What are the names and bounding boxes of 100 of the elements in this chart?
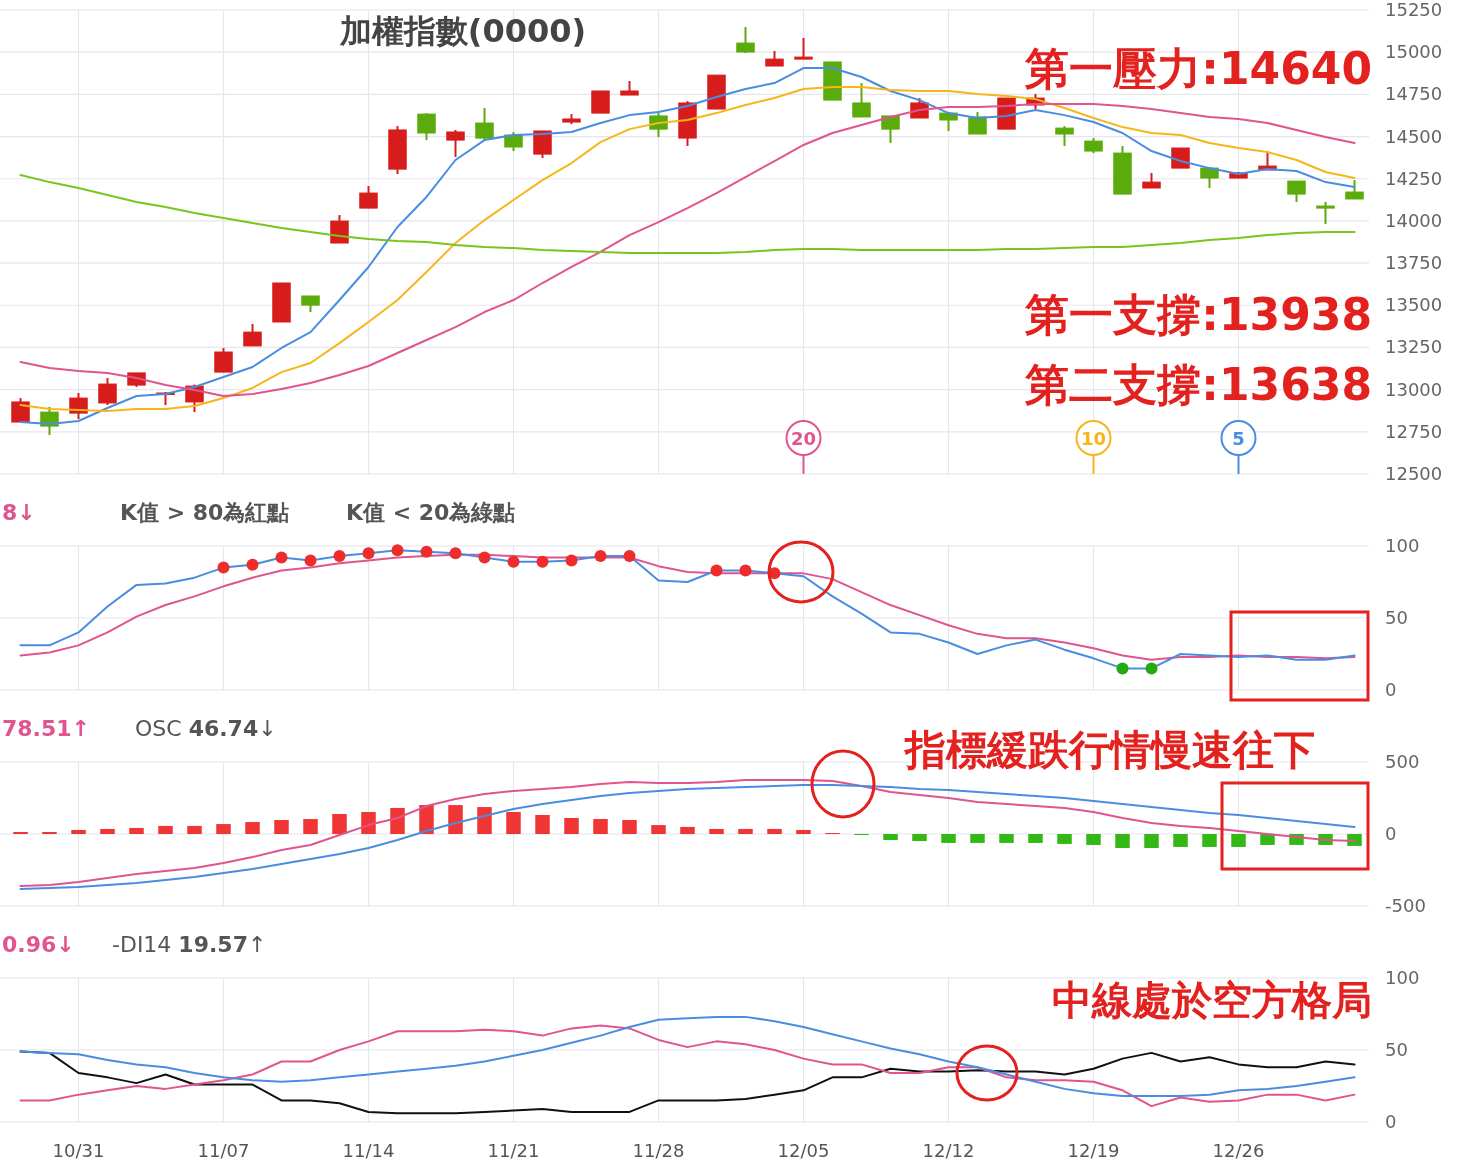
x-tick-label: 11/21 <box>487 1140 540 1160</box>
bar <box>1231 834 1246 847</box>
annotation: 第一支撐:13938 <box>1024 289 1372 340</box>
bar <box>1028 834 1043 843</box>
bar <box>42 831 57 834</box>
text: -DI14 19.57↑ <box>112 932 267 957</box>
bar <box>477 807 492 834</box>
y-tick-label: 13500 <box>1385 294 1443 316</box>
bar <box>999 834 1014 843</box>
chart-title: 加權指數(0000) <box>338 12 587 50</box>
bar <box>912 834 927 842</box>
bar <box>970 834 985 843</box>
annotation: 指標緩跌行情慢速往下 <box>903 726 1315 774</box>
y-tick-label: 13750 <box>1385 252 1443 274</box>
bar <box>593 819 608 834</box>
bar <box>303 819 318 834</box>
annotation: 中線處於空方格局 <box>1052 977 1372 1023</box>
y-tick-label: -500 <box>1385 895 1426 916</box>
bar <box>564 818 579 834</box>
bar <box>506 811 521 834</box>
y-tick-label: 50 <box>1385 607 1408 628</box>
bar <box>738 828 753 834</box>
text: K值 > 80為紅點 <box>120 500 290 525</box>
y-tick-label: 13250 <box>1385 336 1443 358</box>
y-tick-label: 15000 <box>1385 41 1443 63</box>
point <box>420 545 433 558</box>
y-tick-label: 500 <box>1385 751 1420 772</box>
y-tick-label: 14750 <box>1385 83 1443 105</box>
bar <box>1260 834 1275 845</box>
annotation: 第一壓力:14640 <box>1024 43 1372 94</box>
bar <box>129 827 144 834</box>
annotation: 第二支撐:13638 <box>1024 359 1372 410</box>
x-tick-label: 10/31 <box>52 1140 105 1160</box>
point <box>710 564 723 577</box>
bar <box>332 813 347 834</box>
x-tick-label: 12/12 <box>922 1140 975 1160</box>
y-tick-label: 12750 <box>1385 420 1443 442</box>
x-tick-label: 12/26 <box>1212 1140 1265 1160</box>
line-series <box>19 1024 1356 1108</box>
bar <box>274 820 289 834</box>
y-tick-label: 13000 <box>1385 378 1443 400</box>
point <box>739 564 752 577</box>
bar <box>187 825 202 834</box>
bar <box>767 828 782 834</box>
bar <box>158 825 173 834</box>
x-tick-label: 11/07 <box>197 1140 250 1160</box>
point <box>594 550 607 563</box>
y-tick-label: 14000 <box>1385 209 1443 231</box>
bar <box>622 820 637 834</box>
point <box>246 558 259 571</box>
y-tick-label: 100 <box>1385 535 1420 556</box>
bar <box>361 811 376 834</box>
x-tick-label: 12/05 <box>777 1140 830 1160</box>
point <box>391 544 404 557</box>
bar <box>1173 834 1188 847</box>
bar <box>535 814 550 834</box>
y-tick-label: 0 <box>1385 823 1397 844</box>
text: 78.51↑ <box>2 716 91 741</box>
x-tick-label: 11/28 <box>632 1140 685 1160</box>
bar <box>390 807 405 834</box>
point <box>623 550 636 563</box>
point <box>333 550 346 563</box>
y-tick-label: 0 <box>1385 1111 1397 1132</box>
y-tick-label: 100 <box>1385 967 1420 988</box>
y-tick-label: 50 <box>1385 1039 1408 1060</box>
point <box>507 555 520 568</box>
y-tick-label: 14250 <box>1385 167 1443 189</box>
point <box>304 554 317 567</box>
y-tick-label: 15250 <box>1385 0 1443 20</box>
bar <box>680 826 695 834</box>
text: K值 < 20為綠點 <box>346 500 516 525</box>
bar <box>448 805 463 834</box>
y-tick-label: 12500 <box>1385 463 1443 484</box>
point <box>217 561 230 574</box>
point <box>1116 662 1129 675</box>
point <box>362 547 375 560</box>
bar <box>100 828 115 834</box>
bar <box>796 829 811 834</box>
point <box>275 551 288 564</box>
bar <box>709 828 724 834</box>
point <box>565 554 578 567</box>
bar <box>1086 834 1101 845</box>
text: OSC 46.74↓ <box>135 716 277 741</box>
bar <box>941 834 956 843</box>
point <box>1145 662 1158 675</box>
bar <box>883 834 898 841</box>
bar <box>245 822 260 834</box>
point <box>536 555 549 568</box>
bar <box>216 824 231 834</box>
x-tick-label: 11/14 <box>342 1140 395 1160</box>
bar <box>1347 834 1362 846</box>
line-series <box>19 174 1356 254</box>
bar <box>71 829 86 834</box>
bar <box>1202 834 1217 847</box>
bar <box>13 831 28 834</box>
bar <box>1115 834 1130 848</box>
point <box>478 551 491 564</box>
text: 8↓ <box>2 500 36 525</box>
y-tick-label: 14500 <box>1385 125 1443 147</box>
bar <box>1057 834 1072 844</box>
